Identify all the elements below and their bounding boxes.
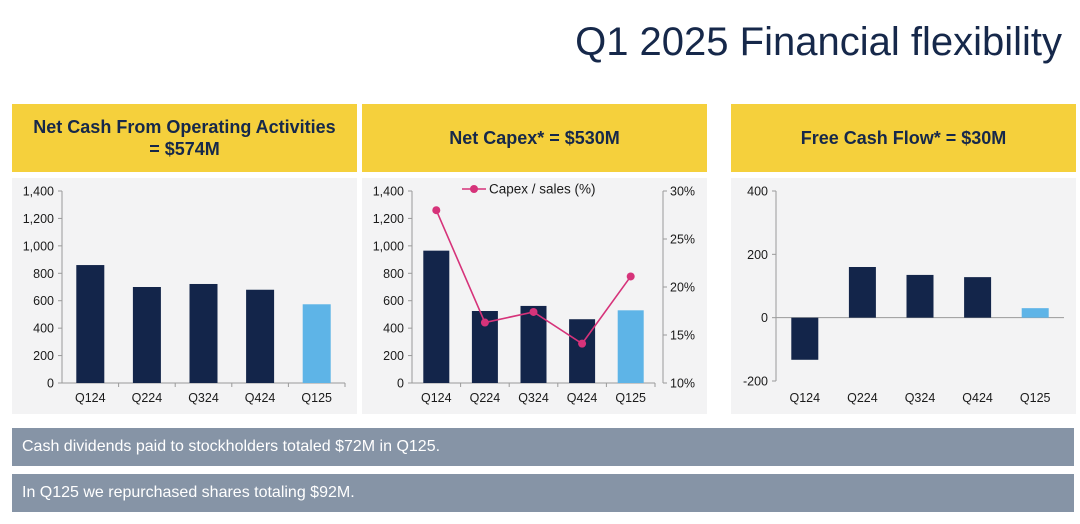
- bar-q125: [302, 304, 331, 383]
- bar-q125: [617, 310, 644, 383]
- net-capex-panel: Net Capex* = $530M 0 200 400 600 800 1,000 1,2…: [362, 104, 707, 414]
- y-tick-label: 400: [747, 185, 768, 199]
- x-tick-label: Q125: [615, 391, 646, 405]
- x-tick-label: Q124: [75, 391, 106, 405]
- y-tick-label: 800: [383, 267, 404, 281]
- y-tick-label: 1,200: [23, 212, 54, 226]
- bar-q324: [189, 283, 218, 383]
- free-cash-flow-chart: -200 0 200 400 Q124 Q224 Q324 Q424 Q125: [743, 185, 1064, 405]
- y-tick-label: 0: [47, 377, 54, 391]
- x-tick-label: Q124: [421, 391, 452, 405]
- y-tick-label: 1,000: [23, 239, 54, 253]
- operating-cash-chart-area: 0 200 400 600 800 1,000 1,200 1,400 Q124 Q224 Q324…: [12, 178, 357, 414]
- x-tick-label: Q125: [301, 391, 332, 405]
- repurchase-banner: In Q125 we repurchased shares totaling $…: [12, 474, 1074, 512]
- y-tick-label: 1,400: [23, 185, 54, 199]
- y-tick-label: 200: [383, 349, 404, 363]
- secondary-y-tick-label: 30%: [670, 185, 695, 199]
- y-tick-label: 1,000: [373, 239, 404, 253]
- x-tick-label: Q324: [188, 391, 219, 405]
- bar-q124: [791, 317, 819, 360]
- y-tick-label: 600: [33, 294, 54, 308]
- y-tick-label: 400: [33, 322, 54, 336]
- capex-sales-point-q125: [626, 272, 635, 281]
- x-tick-label: Q124: [790, 391, 821, 405]
- secondary-y-tick-label: 20%: [670, 281, 695, 295]
- dividends-banner: Cash dividends paid to stockholders tota…: [12, 428, 1074, 466]
- bar-q224: [848, 267, 876, 318]
- x-tick-label: Q224: [470, 391, 501, 405]
- operating-cash-chart: 0 200 400 600 800 1,000 1,200 1,400 Q124 Q224 Q324…: [23, 185, 346, 405]
- secondary-y-tick-label: 15%: [670, 329, 695, 343]
- y-tick-label: 200: [33, 349, 54, 363]
- legend-label: Capex / sales (%): [489, 182, 596, 197]
- y-tick-label: 800: [33, 267, 54, 281]
- net-capex-chart: 0 200 400 600 800 1,000 1,200 1,400 Q124 Q224 Q324…: [373, 182, 695, 406]
- y-tick-label: 1,400: [373, 185, 404, 199]
- y-tick-label: 200: [747, 248, 768, 262]
- y-tick-label: -200: [743, 375, 768, 389]
- bar-q224: [132, 287, 161, 383]
- y-tick-label: 0: [761, 311, 768, 325]
- bar-q125: [1021, 308, 1049, 318]
- x-tick-label: Q424: [245, 391, 276, 405]
- operating-cash-panel: Net Cash From Operating Activities = $57…: [12, 104, 357, 414]
- x-tick-label: Q424: [567, 391, 598, 405]
- bar-q324: [520, 305, 547, 383]
- free-cash-flow-panel: Free Cash Flow* = $30M -200 0 200 400 Q124 Q2…: [731, 104, 1076, 414]
- x-tick-label: Q324: [518, 391, 549, 405]
- capex-sales-point-q224: [480, 318, 489, 327]
- net-capex-chart-area: 0 200 400 600 800 1,000 1,200 1,400 Q124 Q224 Q324…: [362, 178, 707, 414]
- capex-sales-point-q324: [529, 307, 538, 316]
- panel-heading: Net Capex* = $530M: [362, 104, 707, 172]
- page-title: Q1 2025 Financial flexibility: [575, 20, 1062, 64]
- bar-q424: [964, 277, 992, 318]
- bar-q424: [246, 289, 275, 383]
- y-tick-label: 0: [397, 377, 404, 391]
- legend-marker: [470, 185, 478, 193]
- bar-q324: [906, 274, 934, 318]
- secondary-y-tick-label: 10%: [670, 377, 695, 391]
- y-tick-label: 600: [383, 294, 404, 308]
- panel-heading: Free Cash Flow* = $30M: [731, 104, 1076, 172]
- capex-sales-point-q424: [578, 339, 587, 348]
- free-cash-flow-chart-area: -200 0 200 400 Q124 Q224 Q324 Q424 Q125: [731, 178, 1076, 414]
- x-tick-label: Q125: [1020, 391, 1051, 405]
- x-tick-label: Q224: [132, 391, 163, 405]
- secondary-y-tick-label: 25%: [670, 233, 695, 247]
- x-tick-label: Q424: [962, 391, 993, 405]
- bar-q424: [569, 319, 596, 383]
- bar-q124: [423, 250, 450, 383]
- x-tick-label: Q224: [847, 391, 878, 405]
- panel-heading: Net Cash From Operating Activities = $57…: [12, 104, 357, 172]
- x-tick-label: Q324: [905, 391, 936, 405]
- y-tick-label: 1,200: [373, 212, 404, 226]
- y-tick-label: 400: [383, 322, 404, 336]
- capex-sales-point-q124: [432, 206, 441, 215]
- bar-q124: [76, 265, 105, 383]
